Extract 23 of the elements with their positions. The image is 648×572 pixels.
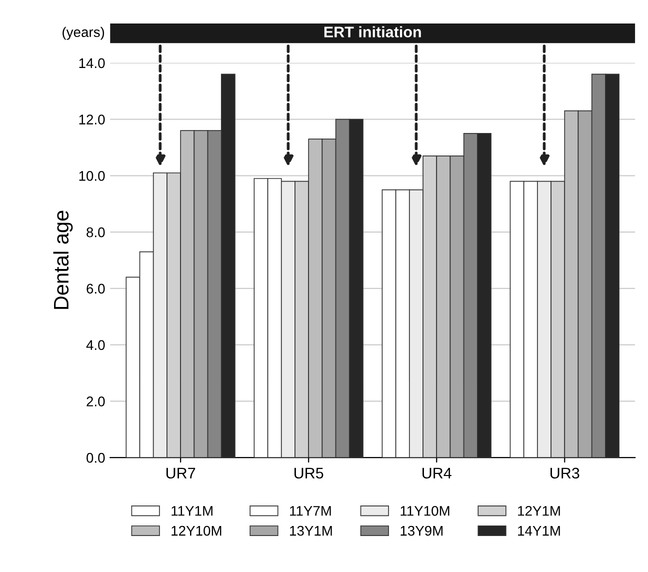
- y-axis-title: Dental age: [53, 210, 73, 309]
- legend-label: 11Y1M: [172, 506, 212, 516]
- y-tick-label: 12.0: [79, 114, 105, 124]
- legend-label: 12Y10M: [172, 526, 222, 536]
- y-tick-label: 6.0: [86, 284, 105, 294]
- y-tick-label: 0.0: [86, 452, 105, 463]
- legend-label: 11Y10M: [400, 506, 450, 516]
- x-tick-label: UR7: [166, 468, 196, 479]
- y-tick-label: 4.0: [86, 340, 105, 350]
- text: ERT initiation: [324, 26, 421, 38]
- text: (years): [62, 26, 104, 40]
- legend-label: 11Y7M: [290, 506, 331, 516]
- y-tick-label: 10.0: [79, 171, 105, 181]
- x-tick-label: UR5: [294, 468, 324, 479]
- x-tick-label: UR3: [550, 468, 580, 479]
- y-tick-label: 14.0: [79, 58, 105, 68]
- legend-label: 13Y9M: [400, 526, 443, 536]
- legend-label: 14Y1M: [518, 526, 560, 536]
- x-tick-label: UR4: [422, 468, 452, 479]
- legend-label: 12Y1M: [518, 506, 560, 516]
- legend-label: 13Y1M: [290, 526, 332, 536]
- y-tick-label: 2.0: [86, 396, 105, 406]
- y-tick-label: 8.0: [86, 227, 105, 238]
